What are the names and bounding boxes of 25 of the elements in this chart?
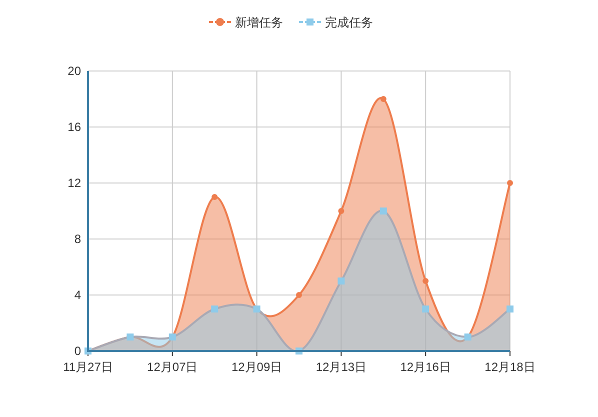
y-tick-label: 16 (68, 120, 82, 134)
point (211, 306, 218, 312)
x-tick-label: 12月07日 (147, 360, 198, 374)
point (296, 292, 302, 298)
point (380, 96, 386, 102)
point (422, 306, 430, 312)
y-tick-label: 4 (74, 288, 82, 302)
x-tick-label: 12月16日 (400, 360, 451, 374)
x-tick-label: 11月27日 (63, 360, 113, 374)
legend-label: 完成任务 (325, 16, 373, 30)
legend-label: 新增任务 (235, 16, 283, 30)
y-tick-label: 20 (68, 64, 82, 78)
point (338, 208, 344, 214)
point (212, 194, 218, 200)
x-tick-label: 12月18日 (484, 360, 536, 374)
point (507, 180, 513, 186)
y-tick-label: 0 (74, 344, 82, 358)
x-tick-label: 12月09日 (231, 360, 282, 374)
x-tick-label: 12月13日 (316, 360, 367, 374)
point (380, 208, 387, 214)
point (422, 278, 429, 284)
y-tick-label: 12 (68, 176, 82, 190)
point (338, 278, 345, 284)
point (506, 306, 514, 312)
y-tick-label: 8 (74, 232, 82, 246)
